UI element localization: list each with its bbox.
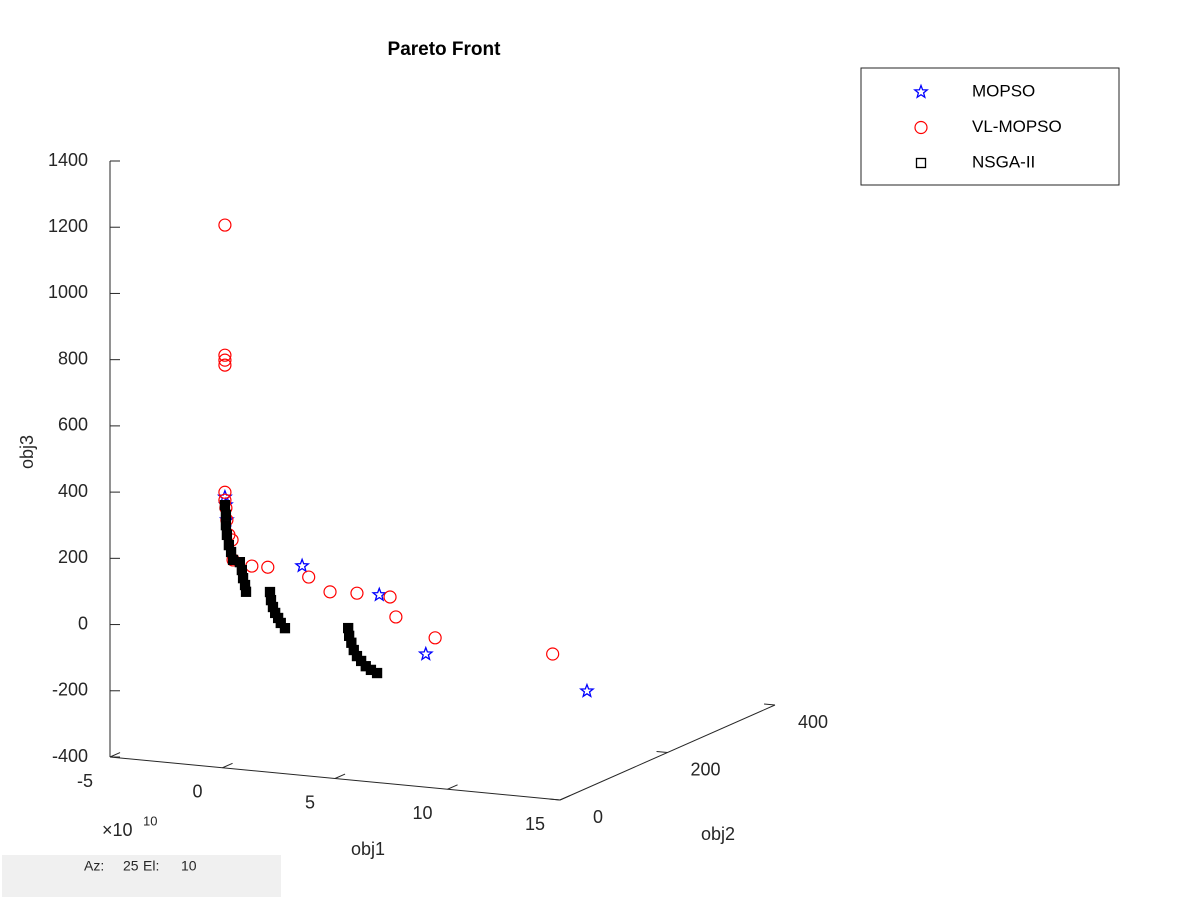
x-tick [559,795,571,801]
legend-marker [915,157,927,169]
x-tick [334,773,346,779]
square-marker [221,529,233,541]
star-marker [371,586,388,602]
circle-marker [428,631,442,645]
y-tick-label: 0 [593,807,603,827]
circle-marker [389,610,403,624]
z-tick-label: 200 [58,547,88,567]
square-marker [220,520,232,531]
square-marker [240,586,252,597]
legend-label: MOPSO [972,81,1035,100]
x-tick [109,752,121,758]
circle-marker [302,570,316,584]
circle-marker [218,353,232,367]
status-bar [2,855,281,897]
y-tick [549,798,561,801]
square-marker [279,623,291,634]
circle-marker [245,559,259,573]
circle-marker [218,485,232,499]
chart-title: Pareto Front [388,39,502,60]
z-tick-label: 1400 [48,150,88,170]
el-value: 10 [181,858,197,874]
z-tick-label: 800 [58,348,88,368]
y-tick-label: 400 [798,712,828,732]
x-tick-label: 5 [305,792,315,812]
star-marker [579,682,595,698]
z-tick-label: 0 [78,613,88,633]
square-marker [220,509,232,521]
circle-marker [323,585,337,599]
z-tick-label: -200 [52,680,88,700]
circle-marker [546,647,560,661]
legend-label: VL-MOPSO [972,117,1062,136]
az-label: Az: [84,858,104,874]
x-multiplier: ×10 [102,820,133,840]
x-tick-label: 10 [412,803,432,823]
y-tick [656,750,668,753]
square-marker [371,667,383,679]
z-tick-label: -400 [52,746,88,766]
y-tick-label: 200 [690,759,720,779]
circle-marker [261,560,275,574]
x-tick-label: 15 [525,814,545,834]
square-marker [219,500,231,511]
circle-marker [218,348,232,362]
x-tick-label: -5 [77,771,93,791]
star-marker [294,557,311,573]
y-tick [764,703,776,706]
circle-marker [350,586,364,600]
z-tick-label: 600 [58,415,88,435]
z-axis-label: obj3 [17,435,37,469]
legend-marker [913,83,929,99]
x-tick [222,762,233,769]
star-marker [417,645,434,661]
legend-label: NSGA-II [972,152,1035,171]
x-tick-label: 0 [192,782,202,802]
legend-marker [914,120,928,135]
z-tick-label: 1200 [48,216,88,236]
el-label: El: [143,858,159,874]
circle-marker [383,590,397,604]
legend-box [860,67,1120,186]
x-axis-label: obj1 [351,839,385,859]
x-tick [447,784,458,790]
x-exponent: 10 [143,813,157,828]
z-tick-label: 1000 [48,282,88,302]
z-tick-label: 400 [58,481,88,501]
az-value: 25 [123,858,139,874]
circle-marker [218,358,232,372]
circle-marker [218,218,232,232]
y-axis-label: obj2 [701,824,735,844]
